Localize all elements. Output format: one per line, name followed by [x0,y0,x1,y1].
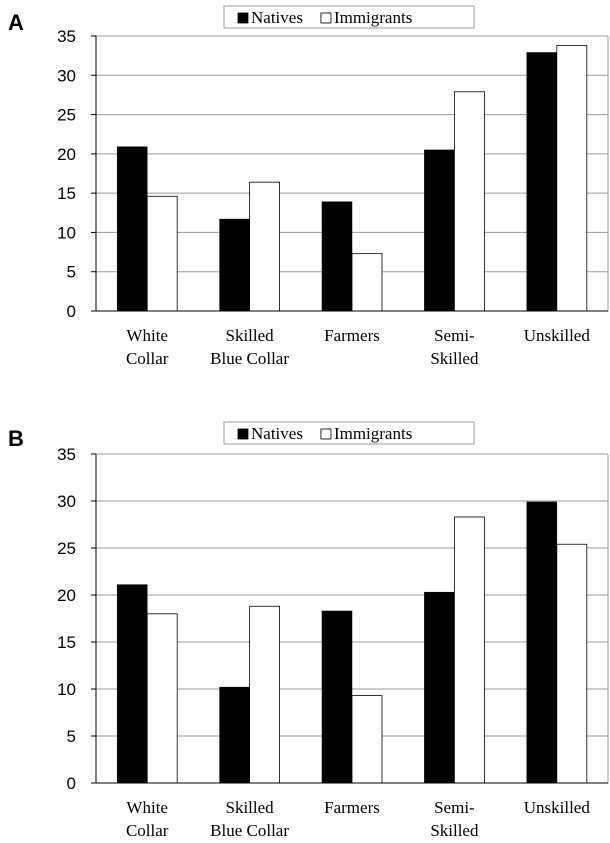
chart-a-legend-label-natives: Natives [251,8,303,27]
chart-b-legend-swatch-natives [237,428,249,440]
chart-b-x-category-label: Farmers [324,798,380,817]
chart-b-y-tick-label: 30 [57,492,76,511]
chart-a-y-tick-label: 0 [67,302,76,321]
chart-a-bar-natives [526,52,558,312]
chart-b-bar-natives [321,610,353,784]
chart-a-panel-letter: A [8,10,24,35]
chart-b-x-category-label: Skilled Blue Collar [210,798,289,840]
chart-a-y-tick-label: 25 [57,106,76,125]
chart-a-bar-immigrants [249,181,281,312]
chart-a-bar-immigrants [556,45,588,312]
chart-b-x-category-label: Semi-Skilled [430,798,479,840]
chart-b-y-tick-label: 10 [57,680,76,699]
chart-b-bar-natives [116,584,148,784]
chart-b-bar-natives [219,686,250,784]
chart-a-x-category-label: Unskilled [524,326,591,345]
chart-a-y-tick-label: 10 [57,223,76,242]
chart-a-bar-natives [321,201,353,312]
chart-a-x-category-label: Skilled Blue Collar [210,326,289,368]
chart-a-legend-box [223,5,475,29]
chart-b-y-tick-label: 25 [57,539,76,558]
chart-b-panel-letter: B [8,426,24,451]
chart-b-y-tick-label: 35 [57,445,76,464]
chart-b-x-category-label: White Collar [126,798,169,840]
chart-a-y-tick-label: 15 [57,184,76,203]
chart-b-bar-immigrants [453,516,485,784]
chart-a-legend-label-immigrants: Immigrants [334,8,412,27]
chart-a-bar-immigrants [453,91,485,312]
chart-b-legend-label-natives: Natives [251,424,303,443]
chart-b-bar-immigrants [556,543,588,784]
chart-b-legend-box [223,421,475,445]
chart-a-x-category-label: Farmers [324,326,380,345]
chart-a-bar-natives [219,218,250,312]
chart-a-y-tick-label: 5 [67,263,76,282]
chart-a-y-tick-label: 30 [57,66,76,85]
chart-b-bar-immigrants [249,605,281,784]
chart-a-bar-natives [116,146,148,312]
chart-a-legend-swatch-immigrants [320,12,332,24]
chart-b-y-tick-label: 15 [57,633,76,652]
chart-a-x-category-label: White Collar [126,326,169,368]
chart-b-y-tick-label: 5 [67,727,76,746]
chart-a-bar-immigrants [351,253,383,312]
chart-a-y-tick-label: 20 [57,145,76,164]
chart-a-x-category-label: Semi-Skilled [430,326,479,368]
chart-b-legend-label-immigrants: Immigrants [334,424,412,443]
chart-a-legend-swatch-natives [237,12,249,24]
chart-a-bar-natives [424,149,455,312]
chart-b-legend-swatch-immigrants [320,428,332,440]
chart-a-bar-immigrants [146,195,178,312]
chart-b-y-tick-label: 20 [57,586,76,605]
chart-b-bar-natives [526,501,558,784]
chart-b-y-tick-label: 0 [67,774,76,793]
chart-b-bar-natives [424,591,455,784]
chart-b-bar-immigrants [146,613,178,784]
chart-b-x-category-label: Unskilled [524,798,591,817]
chart-b-bar-immigrants [351,695,383,784]
chart-a-y-tick-label: 35 [57,27,76,46]
